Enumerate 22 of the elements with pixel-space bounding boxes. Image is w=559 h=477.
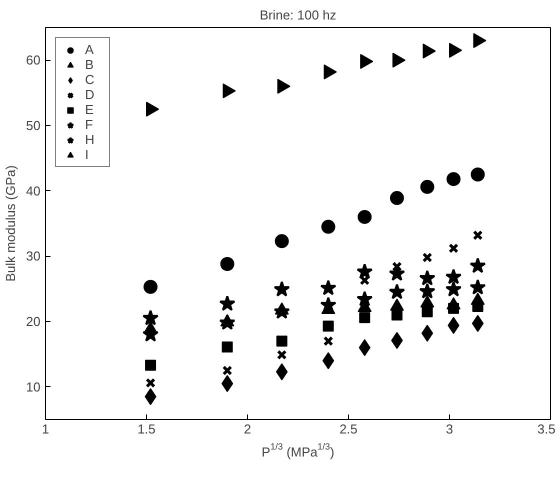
y-tick-label: 50 [26,118,41,133]
legend-label: A [85,42,95,57]
legend-label: E [85,102,95,117]
y-tick-label: 30 [26,248,41,264]
x-tick-label: 2 [244,422,252,436]
y-tick-label: 60 [26,52,41,68]
x-tick-label: 1 [42,422,50,436]
legend-label: F [85,117,94,132]
x-tick-label: 3 [446,422,454,436]
y-tick-label: 20 [26,314,41,329]
y-tick-label: 10 [26,379,41,394]
x-tick-label: 1.5 [137,422,156,436]
legend-label: H [85,132,96,147]
legend-label: C [85,72,96,87]
x-tick-label: 2.5 [339,422,358,436]
y-axis-title: Bulk modulus (GPa) [3,165,18,282]
legend-label: B [85,57,95,72]
x-tick-label: 3.5 [537,422,556,436]
legend-label: I [85,147,90,162]
legend-label: D [85,87,96,102]
y-tick-label: 40 [26,183,41,198]
chart-title: Brine: 100 hz [260,8,336,22]
